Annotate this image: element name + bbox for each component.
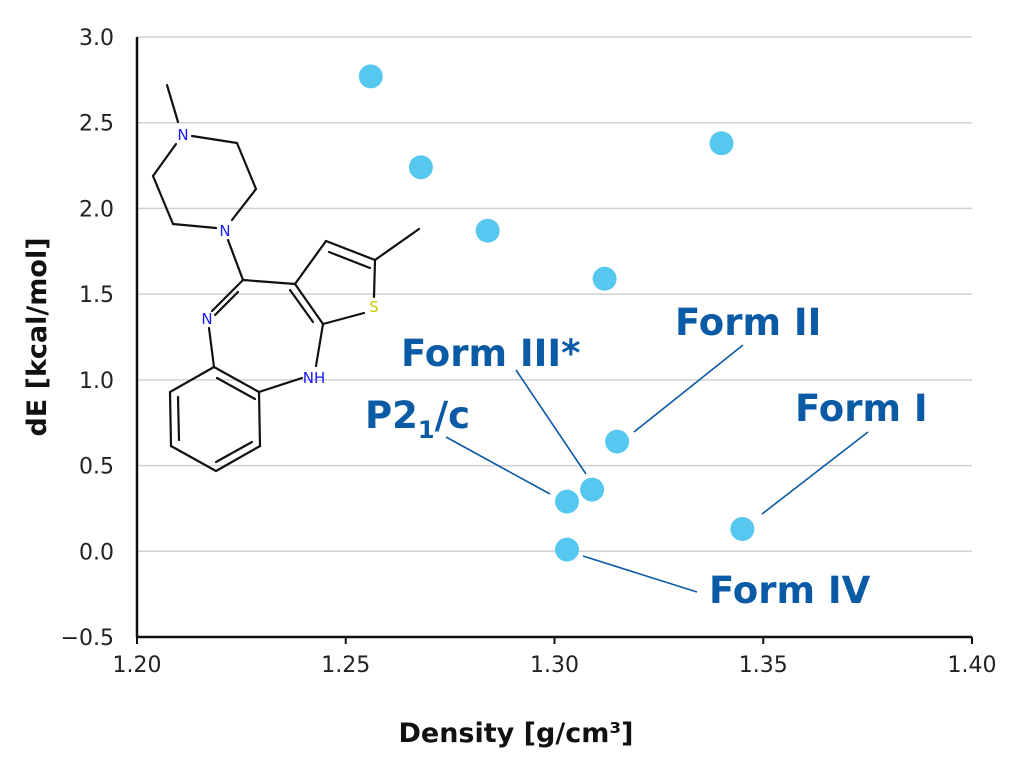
annotation-p21c: P21/c [365,394,470,444]
y-tick-label: 1.5 [79,283,114,308]
y-tick-label: 1.0 [79,369,114,394]
leader-form-ii [633,344,744,433]
molecule-structure [151,83,421,473]
x-tick-label: 1.20 [113,653,162,678]
annotation-p21c-main: P2 [365,394,418,437]
molecule-atom-labels: N N N NH S [177,126,378,387]
data-points [358,64,755,562]
atom-label-nh: NH [303,369,326,387]
leader-form-iv [582,555,698,593]
annotation-form-iii: Form III* [401,332,581,375]
y-tick-label: 2.0 [79,197,114,222]
data-point [475,218,500,243]
x-tick-label: 1.25 [321,653,370,678]
data-point [730,517,755,541]
atom-label-n: N [177,126,188,144]
y-tick-label: 0.0 [79,540,114,565]
data-point [555,489,580,514]
axes [135,37,973,644]
y-tick-label: 2.5 [79,112,114,137]
leader-p21c [445,436,551,495]
leader-form-iii [515,369,587,475]
annotations: Form II Form III* P21/c Form IV Form I [365,301,928,612]
x-tick-labels: 1.20 1.25 1.30 1.35 1.40 [113,653,997,678]
annotation-p21c-suffix: /c [435,394,470,437]
y-tick-label: 0.5 [79,455,114,480]
y-tick-label: 3.0 [79,26,114,51]
gridlines [137,36,972,553]
data-point [555,537,580,562]
y-tick-labels: 3.0 2.5 2.0 1.5 1.0 0.5 0.0 −0.5 [61,26,114,651]
annotation-p21c-subscript: 1 [418,416,435,444]
annotation-leaders [445,344,869,593]
data-point [592,266,617,291]
data-point [580,477,605,502]
data-point [358,64,383,89]
leader-form-i [761,431,869,515]
data-point [605,429,630,454]
y-tick-label: −0.5 [61,626,114,651]
atom-label-s: S [369,298,379,316]
atom-label-n: N [219,222,230,240]
y-axis-label: dE [kcal/mol] [22,237,53,436]
annotation-form-i: Form I [795,387,928,430]
x-tick-label: 1.40 [948,653,997,678]
x-axis-label: Density [g/cm³] [398,718,633,749]
data-point [709,131,734,156]
annotation-form-ii: Form II [675,301,821,344]
x-tick-label: 1.30 [530,653,579,678]
data-point [408,155,433,180]
annotation-form-iv: Form IV [709,569,871,612]
x-tick-label: 1.35 [739,653,788,678]
atom-label-n: N [201,310,212,328]
